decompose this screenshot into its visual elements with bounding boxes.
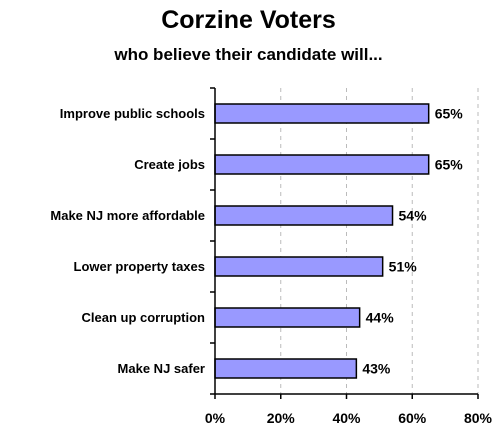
bars [214,103,430,379]
category-label-2: Make NJ more affordable [50,208,205,223]
bar-5 [214,358,358,379]
x-tick-label-80: 80% [464,410,493,426]
data-label-5: 43% [362,361,391,377]
data-label-2: 54% [399,208,428,224]
data-label-3: 51% [389,259,418,275]
x-tick-label-0: 0% [205,410,226,426]
axes [210,87,479,399]
bar-2 [214,205,394,226]
data-label-4: 44% [366,310,395,326]
labels: Improve public schools 65% Create jobs 65% M… [50,106,492,427]
category-label-4: Clean up corruption [82,310,206,325]
x-tick-label-20: 20% [267,410,296,426]
grid-lines [280,88,479,394]
bar-0 [214,103,430,124]
data-label-1: 65% [435,157,464,173]
category-label-3: Lower property taxes [74,259,206,274]
data-label-0: 65% [435,106,464,122]
bar-4 [214,307,361,328]
bar-1 [214,154,430,175]
chart-subtitle: who believe their candidate will... [114,45,383,64]
x-tick-label-60: 60% [398,410,427,426]
bar-3 [214,256,384,277]
category-label-1: Create jobs [134,157,205,172]
category-label-0: Improve public schools [60,106,205,121]
x-tick-label-40: 40% [332,410,361,426]
chart-title: Corzine Voters [161,6,336,34]
category-label-5: Make NJ safer [118,361,205,376]
